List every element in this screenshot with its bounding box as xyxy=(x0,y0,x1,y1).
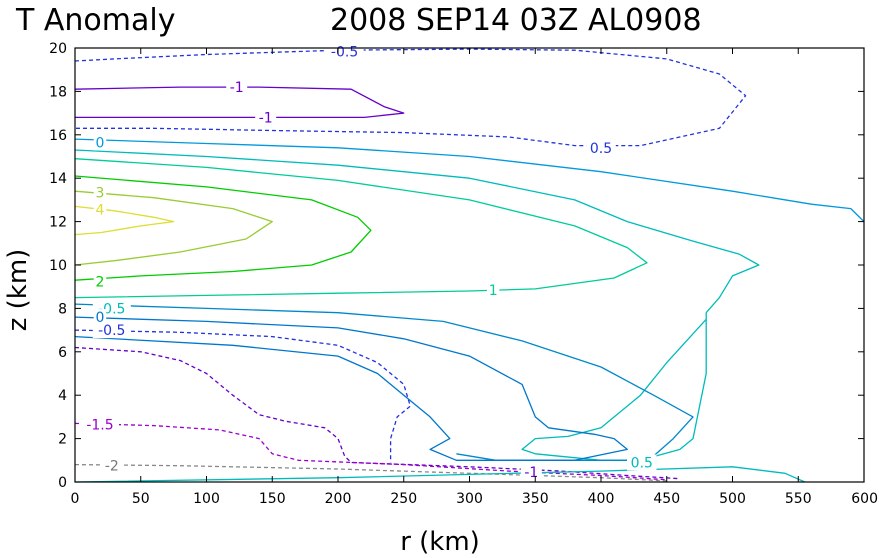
contour-line-7 xyxy=(74,205,175,236)
y-tick-label-7: 14 xyxy=(49,171,67,187)
chart-title-right: 2008 SEP14 03Z AL0908 xyxy=(330,3,702,38)
contour-label-bg-4 xyxy=(93,134,107,151)
contour-label-5: 3 xyxy=(96,185,105,201)
x-tick-label-0: 0 xyxy=(71,491,80,507)
y-tick-label-2: 4 xyxy=(58,388,67,404)
y-tick-label-6: 12 xyxy=(49,215,67,231)
x-tick-label-1: 50 xyxy=(132,491,150,507)
x-tick-label-3: 150 xyxy=(259,491,286,507)
x-tick-label-6: 300 xyxy=(456,491,483,507)
contour-label-1: 0.5 xyxy=(590,141,612,157)
contour-label-4: 0 xyxy=(96,135,105,151)
contour-line-6 xyxy=(74,190,273,266)
contour-label-6: 4 xyxy=(96,203,105,219)
contour-line-14 xyxy=(74,466,806,483)
contour-label-bg-7 xyxy=(93,273,107,290)
contour-label-3: -1 xyxy=(259,110,273,126)
contour-line-9 xyxy=(74,316,628,461)
y-tick-label-9: 18 xyxy=(49,84,67,100)
y-tick-label-0: 0 xyxy=(58,475,67,491)
contour-lines xyxy=(74,48,865,483)
y-tick-label-8: 16 xyxy=(49,128,67,144)
contour-label-14: -1 xyxy=(524,465,538,481)
contour-line-2 xyxy=(74,138,865,223)
x-tick-label-12: 600 xyxy=(851,491,878,507)
contour-line-10 xyxy=(74,329,411,463)
y-tick-label-4: 8 xyxy=(58,301,67,317)
contour-label-13: -2 xyxy=(105,459,119,475)
x-tick-label-8: 400 xyxy=(588,491,615,507)
contour-line-3 xyxy=(74,149,760,461)
y-tick-label-10: 20 xyxy=(49,41,67,57)
x-tick-label-5: 250 xyxy=(390,491,417,507)
y-tick-label-5: 10 xyxy=(49,258,67,274)
contour-label-10: 0 xyxy=(96,310,105,326)
x-axis-ticks: 0 50 100 150 200 250 300 350 400 450 500 550 600 xyxy=(71,48,878,507)
x-tick-label-7: 350 xyxy=(522,491,549,507)
contour-label-bg-3 xyxy=(255,109,277,126)
contour-line-1 xyxy=(74,86,405,119)
x-tick-label-4: 200 xyxy=(325,491,352,507)
x-tick-label-10: 500 xyxy=(719,491,746,507)
contour-label-0: -0.5 xyxy=(331,44,358,60)
plot-frame xyxy=(74,47,865,483)
contour-label-bg-8 xyxy=(486,282,500,298)
contour-label-bg-1 xyxy=(586,139,616,156)
contour-line-11 xyxy=(74,346,680,480)
contour-label-bg-2 xyxy=(226,79,248,96)
contour-label-bg-0 xyxy=(325,43,364,60)
x-tick-label-11: 550 xyxy=(785,491,812,507)
contour-line-13 xyxy=(74,463,667,482)
y-axis-label: z (km) xyxy=(3,249,33,332)
contour-label-2: -1 xyxy=(230,80,244,96)
contour-label-bg-12 xyxy=(81,416,119,433)
y-tick-label-1: 2 xyxy=(58,432,67,448)
contour-label-7: 2 xyxy=(96,274,105,290)
contour-label-bg-5 xyxy=(93,184,107,201)
contour-line-12 xyxy=(74,422,667,481)
contour-label-11: -0.5 xyxy=(98,323,125,339)
contour-label-8: 1 xyxy=(489,283,498,299)
contour-label-12: -1.5 xyxy=(86,418,113,434)
contour-label-bg-14 xyxy=(520,464,542,481)
x-tick-label-9: 450 xyxy=(653,491,680,507)
contour-line-8 xyxy=(74,303,694,461)
contour-label-bg-15 xyxy=(627,454,657,471)
contour-line-5 xyxy=(74,175,372,281)
contour-line-4 xyxy=(74,158,648,299)
x-tick-label-2: 100 xyxy=(193,491,220,507)
contour-label-bg-13 xyxy=(101,457,123,474)
contour-label-bg-6 xyxy=(93,201,107,218)
contour-label-15: 0.5 xyxy=(631,456,653,472)
contour-label-bg-11 xyxy=(92,322,131,339)
contour-label-bg-10 xyxy=(93,309,107,326)
x-axis-label: r (km) xyxy=(400,527,480,557)
chart-title-left: T Anomaly xyxy=(15,3,175,38)
contour-line-0 xyxy=(74,48,747,147)
y-tick-label-3: 6 xyxy=(58,345,67,361)
